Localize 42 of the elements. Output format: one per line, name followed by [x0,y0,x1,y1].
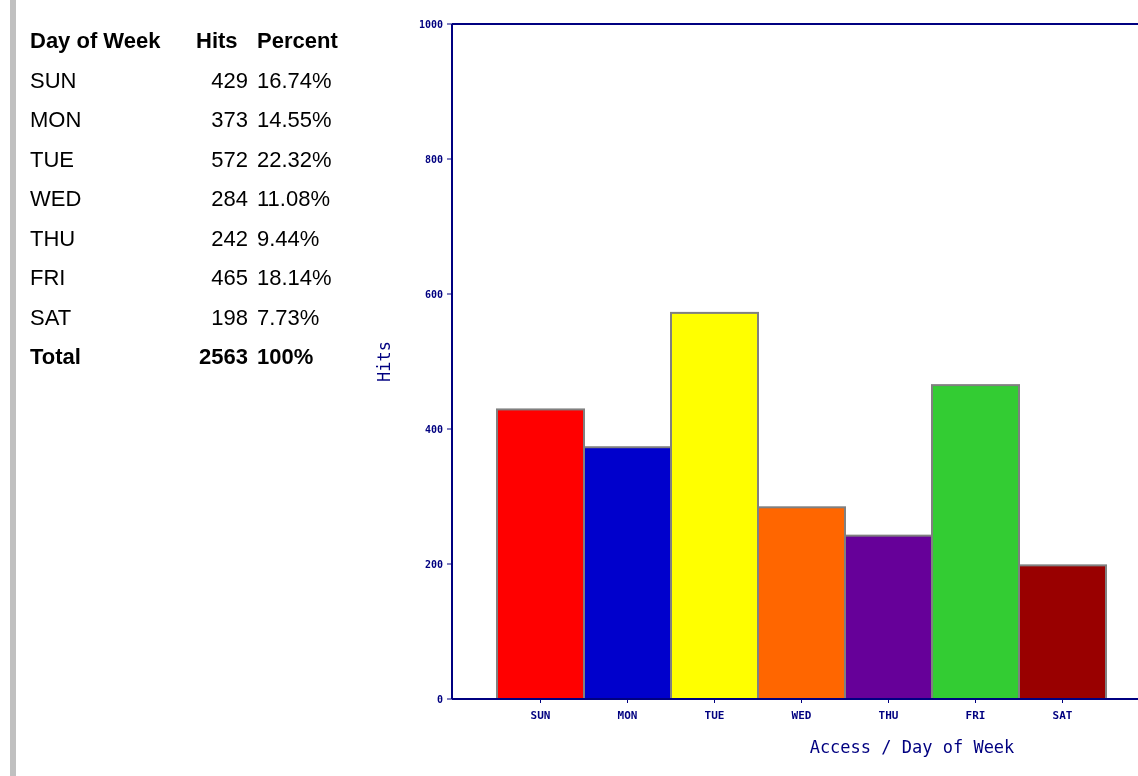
text: 100% [257,344,314,369]
x-tick-label: SUN [530,709,551,722]
text: 572 [211,146,248,172]
text: Day of Week [30,28,162,53]
text: 7.73% [257,304,320,330]
x-axis-title: Access / Day of Week [809,737,1015,757]
x-tick-label: WED [791,709,812,722]
text: 11.08% [257,186,330,211]
text: 198 [211,304,248,330]
text: TUE [30,146,74,172]
text: 22.32% [257,146,332,172]
text: 2563 [199,344,248,369]
x-tick-label: MON [617,709,638,722]
x-tick-label: THU [878,709,899,722]
y-tick-label: 0 [436,693,443,705]
text: THU [30,225,76,251]
x-tick-label: FRI [965,709,986,722]
text: SAT [30,304,72,330]
y-tick-label: 200 [424,558,443,570]
text: 9.44% [257,225,320,251]
text: Total [30,344,81,369]
text: 14.55% [257,107,332,132]
x-tick-label: TUE [704,709,725,722]
text: 284 [211,186,248,211]
text: SUN [30,67,77,93]
text: Hits [196,28,238,53]
text: Percent [257,28,339,53]
text: 465 [211,265,248,290]
y-axis-title: Hits [374,341,394,382]
text: MON [30,107,82,132]
text: 18.14% [257,265,332,290]
y-tick-label: 600 [424,288,443,300]
text: FRI [30,265,66,290]
y-tick-label: 1000 [418,18,443,30]
text: 373 [211,107,248,132]
y-tick-label: 400 [424,423,443,435]
x-tick-label: SAT [1052,709,1073,722]
text: 429 [211,67,248,93]
text: 242 [211,225,248,251]
text: WED [30,186,82,211]
text: 16.74% [257,67,332,93]
y-tick-label: 800 [424,153,443,165]
